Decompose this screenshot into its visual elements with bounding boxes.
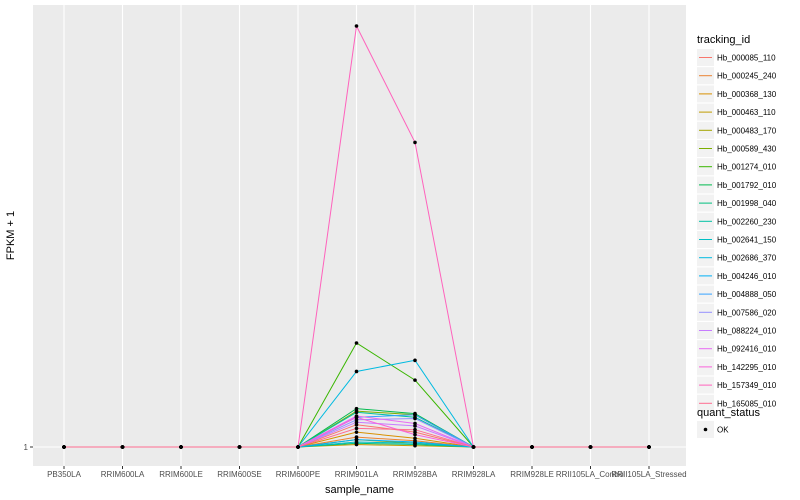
data-point <box>354 420 359 425</box>
data-point <box>354 341 359 345</box>
legend-title: tracking_id <box>697 34 750 46</box>
legend-label: Hb_001274_010 <box>717 163 777 172</box>
legend-label: Hb_142295_010 <box>717 363 777 372</box>
legend-label: Hb_092416_010 <box>717 345 777 354</box>
shape-legend-label: OK <box>717 426 729 435</box>
legend-items: Hb_000085_110 Hb_000245_240 Hb_000368_130 H… <box>697 49 777 412</box>
legend-label: Hb_000085_110 <box>717 54 776 63</box>
data-point <box>413 430 417 434</box>
x-tick-label: RRIM600PE <box>276 470 320 479</box>
data-point <box>413 436 417 441</box>
shape-legend-swatch <box>703 427 708 432</box>
data-point <box>354 426 359 431</box>
legend-label: Hb_000368_130 <box>717 90 777 99</box>
legend-label: Hb_165085_010 <box>717 399 777 408</box>
data-points <box>62 24 651 449</box>
x-tick-label: RRIM600LE <box>159 470 203 479</box>
data-point <box>588 445 593 449</box>
x-tick-label: RRIM928BA <box>393 470 438 479</box>
x-axis-title: sample_name <box>325 484 394 496</box>
x-tick-label: RRIM600SE <box>217 470 261 479</box>
data-point <box>120 445 125 449</box>
data-point <box>354 437 359 442</box>
legend-label: Hb_002641_150 <box>717 236 777 245</box>
data-point <box>413 413 417 417</box>
data-point <box>471 445 476 449</box>
data-point <box>354 410 359 415</box>
legend-label: Hb_002686_370 <box>717 254 777 263</box>
data-point <box>413 421 417 426</box>
legend-label: Hb_088224_010 <box>717 327 777 336</box>
x-tick-label: RRII105LA_Stressed <box>611 470 686 479</box>
data-point <box>354 440 359 444</box>
data-point <box>413 378 417 382</box>
legend-label: Hb_000463_110 <box>717 108 776 117</box>
x-tick-label: RRII105LA_Control <box>556 470 626 479</box>
data-point <box>647 445 651 449</box>
data-point <box>413 140 417 145</box>
data-point <box>354 24 359 28</box>
data-point <box>237 445 242 449</box>
y-axis-ticks: 1 <box>24 443 33 452</box>
plot-panel <box>33 5 686 466</box>
x-tick-label: RRIM928LE <box>510 470 554 479</box>
legend-label: Hb_000245_240 <box>717 72 777 81</box>
data-point <box>413 416 417 421</box>
shape-legend: quant_status OK <box>697 407 760 438</box>
y-axis-title: FPKM + 1 <box>5 211 17 260</box>
legend-label: Hb_002260_230 <box>717 217 777 226</box>
data-point <box>354 369 359 374</box>
data-point <box>354 406 359 411</box>
legend: tracking_id Hb_000085_110Hb_000245_240Hb… <box>697 34 777 412</box>
data-point <box>62 445 66 449</box>
legend-label: Hb_157349_010 <box>717 381 777 390</box>
legend-label: Hb_004246_010 <box>717 272 777 281</box>
x-tick-label: PB350LA <box>47 470 81 479</box>
y-tick-label: 1 <box>24 443 29 452</box>
data-point <box>354 422 359 427</box>
x-tick-label: RRIM901LA <box>335 470 379 479</box>
data-point <box>530 445 534 449</box>
data-point <box>413 440 417 444</box>
data-point <box>354 417 359 422</box>
legend-label: Hb_001998_040 <box>717 199 777 208</box>
legend-label: Hb_001792_010 <box>717 181 777 190</box>
data-point <box>296 445 300 449</box>
data-point <box>179 445 183 449</box>
data-point <box>354 435 359 439</box>
legend-label: Hb_007586_020 <box>717 308 777 317</box>
x-tick-label: RRIM600LA <box>101 470 145 479</box>
shape-legend-title: quant_status <box>697 407 760 419</box>
data-point <box>413 424 417 428</box>
legend-label: Hb_004888_050 <box>717 290 777 299</box>
x-axis-ticks: PB350LA RRIM600LA RRIM600LE RRIM600SE RRIM60… <box>47 466 687 479</box>
data-point <box>413 432 417 437</box>
legend-label: Hb_000589_430 <box>717 145 777 154</box>
data-point <box>354 415 359 420</box>
data-point <box>354 430 359 434</box>
legend-label: Hb_000483_170 <box>717 126 777 135</box>
data-point <box>413 358 417 363</box>
shape-legend-items: OK <box>697 421 729 438</box>
x-tick-label: RRIM928LA <box>452 470 496 479</box>
data-point <box>413 427 417 432</box>
